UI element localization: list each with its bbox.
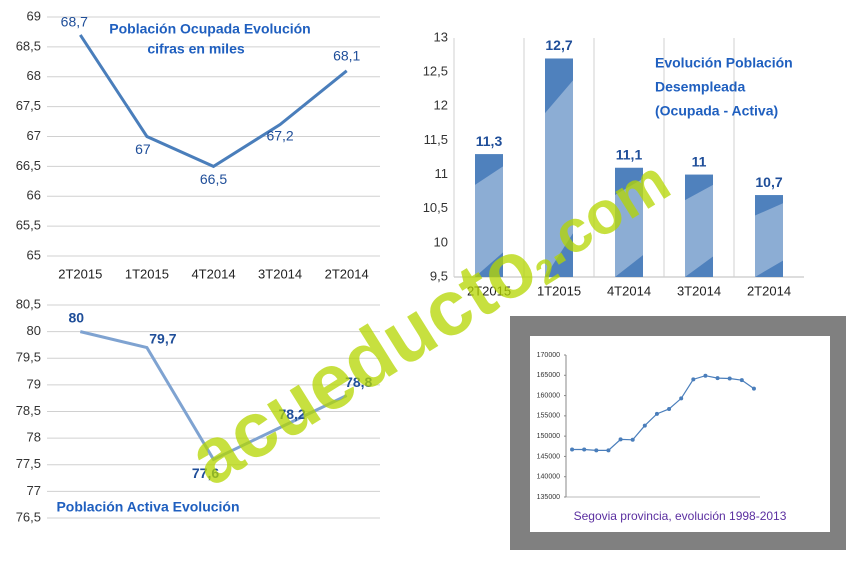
x-tick-label: 2T2015 [467, 283, 511, 298]
y-tick-label: 78,5 [16, 403, 41, 418]
data-label: 67,2 [266, 127, 293, 143]
y-tick-label: 79,5 [16, 350, 41, 365]
x-tick-label: 4T2014 [607, 283, 651, 298]
point [727, 376, 732, 381]
bar-highlight [755, 203, 783, 277]
bar [545, 58, 573, 277]
x-tick-label: 3T2014 [677, 283, 721, 298]
y-tick-label: 66 [27, 188, 41, 203]
point [703, 373, 708, 378]
y-tick-label: 77 [27, 483, 41, 498]
line-series [572, 375, 755, 451]
y-tick-label: 67,5 [16, 98, 41, 113]
y-tick-label: 11,5 [424, 132, 448, 147]
line-series [79, 34, 348, 169]
inset-panel [530, 336, 830, 532]
point [667, 406, 672, 411]
y-tick-label: 68 [27, 68, 41, 83]
y-tick-label: 80,5 [16, 296, 41, 311]
bar [475, 154, 503, 277]
data-label: 68,1 [333, 47, 360, 63]
y-tick-label: 69 [27, 8, 41, 23]
point [739, 378, 744, 383]
point [679, 396, 684, 401]
y-tick-label: 80 [27, 323, 41, 338]
data-label: 78,2 [278, 406, 305, 422]
point [751, 386, 756, 391]
y-tick-label: 155000 [537, 413, 560, 420]
y-tick-label: 10,5 [423, 200, 448, 215]
y-tick-label: 165000 [537, 372, 560, 379]
y-tick-label: 11 [435, 166, 449, 181]
point [630, 437, 635, 442]
point [618, 437, 623, 442]
chart-title: Desempleada [655, 79, 745, 95]
bar-highlight [545, 80, 573, 277]
data-label: 79,7 [149, 330, 176, 346]
bar [685, 174, 713, 277]
data-label: 11 [692, 153, 707, 169]
point [582, 447, 587, 452]
data-label: 10,7 [755, 174, 782, 190]
y-tick-label: 10 [434, 234, 448, 249]
y-tick-label: 68,5 [16, 38, 41, 53]
y-tick-label: 160000 [537, 392, 560, 399]
y-tick-label: 79 [27, 376, 41, 391]
chart-title: Población Activa Evolución [56, 499, 239, 515]
watermark-text: acueducto [173, 221, 550, 502]
y-tick-label: 145000 [537, 453, 560, 460]
y-tick-label: 77,5 [16, 456, 41, 471]
point [570, 447, 575, 452]
data-label: 11,3 [476, 133, 503, 149]
y-tick-label: 135000 [537, 494, 560, 501]
y-tick-label: 150000 [537, 433, 560, 440]
x-tick-label: 2T2014 [325, 266, 369, 281]
bar [755, 195, 783, 277]
y-tick-label: 12,5 [423, 64, 448, 79]
y-tick-label: 76,5 [16, 509, 41, 524]
chart-title: (Ocupada - Activa) [655, 103, 778, 119]
bar-highlight [615, 178, 643, 277]
data-label: 68,7 [61, 14, 88, 30]
point [606, 448, 611, 453]
data-label: 67 [135, 141, 151, 157]
point [691, 377, 696, 382]
y-tick-label: 170000 [537, 352, 560, 359]
bar-highlight [475, 166, 503, 277]
data-label: 78,8 [345, 374, 372, 390]
bar-highlight [685, 184, 713, 277]
y-tick-label: 13 [434, 29, 448, 44]
y-tick-label: 12 [434, 98, 448, 113]
x-tick-label: 4T2014 [191, 266, 235, 281]
x-tick-label: 3T2014 [258, 266, 302, 281]
chart-title: Población Ocupada Evolución [109, 21, 310, 37]
y-tick-label: 9,5 [430, 268, 448, 283]
data-label: 80 [69, 309, 85, 325]
y-tick-label: 65,5 [16, 218, 41, 233]
chart-title: cifras en miles [147, 41, 244, 57]
point [594, 448, 599, 453]
data-label: 12,7 [545, 37, 572, 53]
y-tick-label: 78 [27, 430, 41, 445]
data-label: 77,6 [192, 465, 219, 481]
chart-title: Segovia provincia, evolución 1998-2013 [574, 509, 787, 523]
point [715, 376, 720, 381]
bar [615, 167, 643, 277]
y-tick-label: 67 [27, 128, 41, 143]
x-tick-label: 1T2015 [537, 283, 581, 298]
y-tick-label: 65 [27, 247, 41, 262]
x-tick-label: 1T2015 [125, 266, 169, 281]
data-label: 66,5 [200, 171, 227, 187]
y-tick-label: 140000 [537, 474, 560, 481]
x-tick-label: 2T2015 [58, 266, 102, 281]
data-label: 11,1 [616, 146, 643, 162]
chart-title: Evolución Población [655, 55, 793, 71]
point [654, 411, 659, 416]
x-tick-label: 2T2014 [747, 283, 791, 298]
point [642, 423, 647, 428]
line-series [79, 330, 348, 462]
y-tick-label: 66,5 [16, 158, 41, 173]
